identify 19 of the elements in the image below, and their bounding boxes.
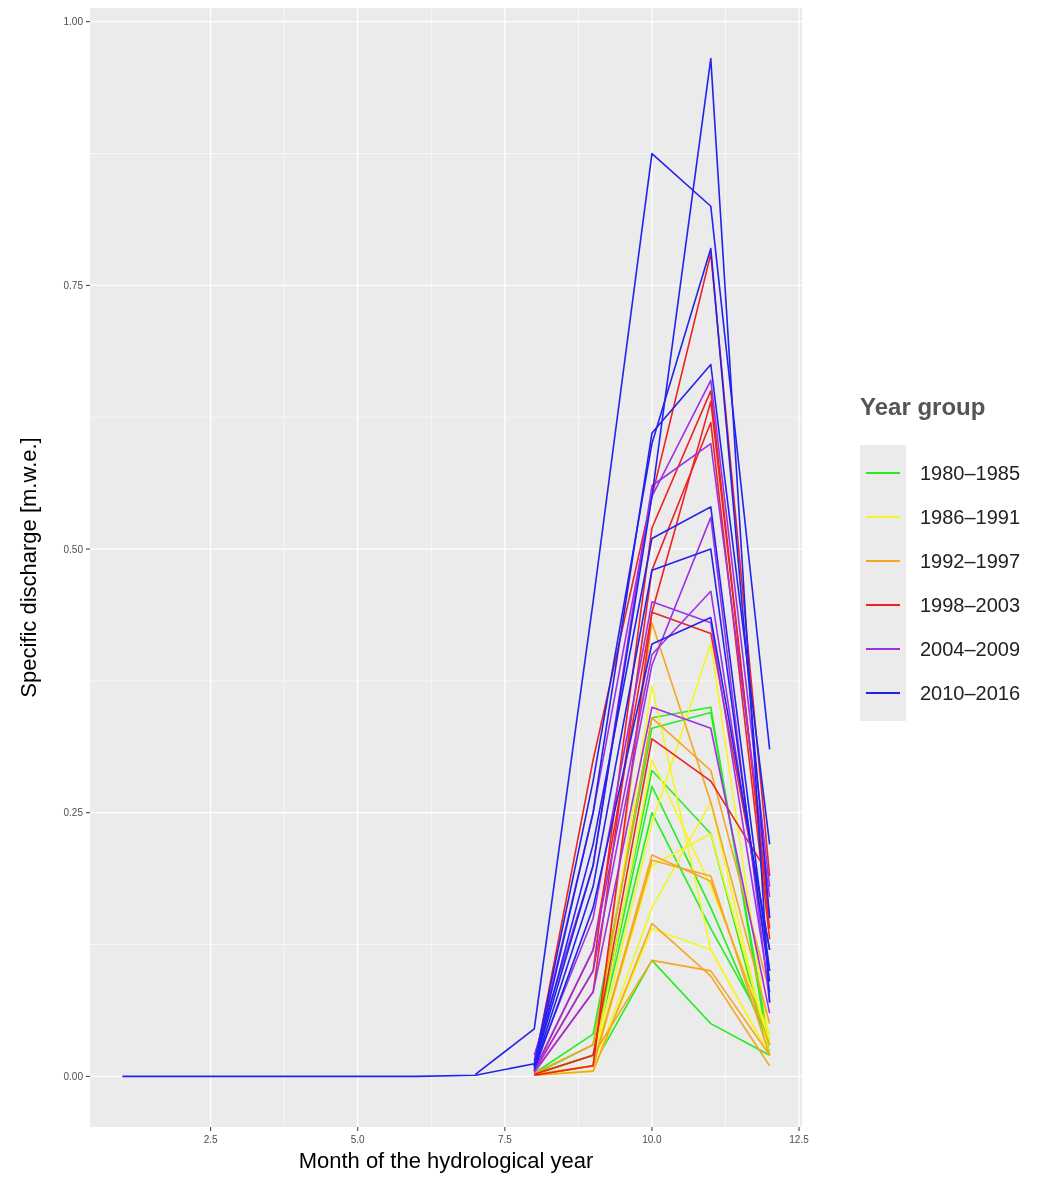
x-tick-label: 2.5 [203, 1134, 219, 1145]
legend-label: 1980–1985 [920, 462, 1021, 484]
legend-label: 1998–2003 [920, 594, 1021, 616]
y-tick-label: 0.00 [63, 1070, 84, 1082]
legend-label: 2010–2016 [920, 682, 1021, 704]
x-tick-label: 12.5 [789, 1134, 810, 1145]
x-tick-label: 7.5 [497, 1134, 513, 1145]
y-tick-label: 0.25 [63, 807, 84, 819]
x-tick-label: 5.0 [350, 1134, 366, 1145]
y-tick-label: 0.75 [63, 279, 84, 291]
y-axis-title: Specific discharge [m.w.e.] [16, 437, 41, 698]
legend-label: 1992–1997 [920, 550, 1021, 572]
legend-title: Year group [860, 393, 986, 420]
x-tick-label: 10.0 [642, 1134, 663, 1145]
y-tick-label: 1.00 [63, 16, 84, 28]
x-axis-title: Month of the hydrological year [298, 1148, 594, 1173]
y-tick-label: 0.50 [63, 543, 84, 555]
legend-label: 1986–1991 [920, 506, 1021, 528]
legend-label: 2004–2009 [920, 638, 1021, 660]
